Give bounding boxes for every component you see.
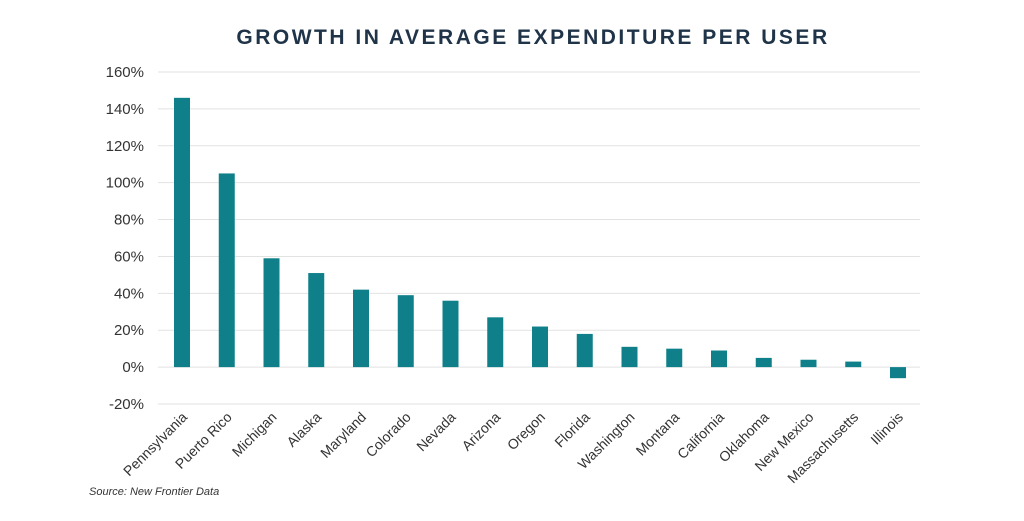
bar-michigan [263, 258, 280, 368]
y-tick-label: 140% [106, 101, 144, 118]
bar-nevada [442, 300, 459, 368]
bar-arizona [487, 317, 504, 368]
y-tick-label: 100% [106, 175, 144, 192]
x-category-label: Illinois [867, 409, 906, 448]
bar-florida [576, 333, 593, 368]
x-category-label: Oregon [504, 409, 548, 453]
y-tick-label: 80% [114, 212, 144, 229]
bar-oregon [532, 326, 548, 368]
bar-alaska [308, 273, 325, 368]
y-tick-label: 20% [114, 322, 144, 339]
x-category-label: Maryland [317, 409, 369, 461]
chart-title: GROWTH IN AVERAGE EXPENDITURE PER USER [236, 26, 829, 49]
x-category-label: Alaska [283, 409, 324, 450]
gridlines [158, 71, 920, 405]
y-tick-label: 160% [106, 64, 144, 81]
y-axis-tick-labels: -20% 0% 20% 40% 60% 80% 100% 120% 140% 160% [106, 64, 144, 413]
x-category-label: Colorado [362, 409, 414, 461]
x-category-label: Florida [551, 409, 593, 451]
x-category-label: Michigan [229, 409, 280, 460]
bar-maryland [353, 289, 369, 368]
y-tick-label: 120% [106, 138, 144, 155]
y-tick-label: 40% [114, 285, 144, 302]
bar-puerto-rico [218, 173, 235, 368]
bar-colorado [397, 295, 414, 368]
source-note: Source: New Frontier Data [89, 486, 220, 498]
bar-illinois [890, 367, 906, 379]
bar-washington [621, 346, 638, 368]
bars [174, 97, 906, 379]
bar-new-mexico [800, 359, 817, 368]
x-category-label: Nevada [413, 409, 459, 455]
bar-oklahoma [755, 357, 772, 368]
x-category-label: Arizona [458, 409, 503, 454]
y-tick-label: 0% [122, 359, 144, 376]
bar-montana [666, 348, 683, 368]
bar-california [711, 350, 727, 368]
y-tick-label: -20% [109, 396, 144, 413]
bar-pennsylvania [174, 97, 190, 368]
bar-massachusetts [845, 361, 862, 368]
y-tick-label: 60% [114, 248, 144, 265]
